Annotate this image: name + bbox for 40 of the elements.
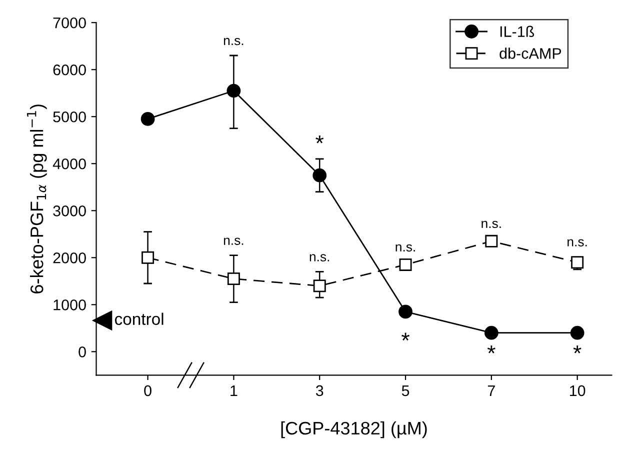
point xyxy=(227,272,240,286)
annotation: n.s. xyxy=(482,220,501,228)
y-tick-label: 7000 xyxy=(53,17,86,28)
x-tick-label: 10 xyxy=(570,385,586,396)
x-tick-label: 0 xyxy=(144,385,152,396)
annotation: n.s. xyxy=(224,238,244,245)
point xyxy=(312,168,327,182)
legend-label: IL-1ß xyxy=(500,26,534,37)
point xyxy=(313,280,326,292)
y-tick-label: 4000 xyxy=(52,158,86,170)
annotation: * xyxy=(402,332,410,341)
point xyxy=(140,112,155,126)
point xyxy=(226,84,241,98)
annotation: * xyxy=(573,346,582,354)
annotation: n.s. xyxy=(310,254,330,262)
point xyxy=(570,326,584,340)
annotation: n.s. xyxy=(224,38,244,46)
y-tick-label: 1000 xyxy=(54,300,86,310)
y-tick-label: 3000 xyxy=(53,206,86,216)
y-tick-label: 0 xyxy=(78,346,86,358)
y-tick-label: 6000 xyxy=(53,64,86,76)
annotation: n.s. xyxy=(568,239,587,246)
x-axis-title: [CGP-43182] (µM) xyxy=(281,421,427,438)
y-tick-label: 2000 xyxy=(53,252,86,264)
legend-label: db-cAMP xyxy=(500,48,562,59)
x-tick-label: 3 xyxy=(316,385,324,396)
point xyxy=(142,251,154,264)
point xyxy=(485,234,498,248)
x-tick-label: 1 xyxy=(230,385,238,396)
y-axis-title: 6-keto-PGF$_{1α}$ (pg ml$^{−1}$) xyxy=(26,104,47,294)
point xyxy=(398,304,412,319)
annotation: * xyxy=(316,135,324,144)
x-tick-label: 7 xyxy=(488,385,495,396)
x-tick-label: 5 xyxy=(402,385,410,396)
annotation: * xyxy=(487,346,496,354)
point xyxy=(399,258,412,271)
annotation: n.s. xyxy=(396,244,415,252)
y-tick-label: 5000 xyxy=(53,111,86,122)
annotation: control xyxy=(115,312,164,325)
point xyxy=(484,326,498,340)
